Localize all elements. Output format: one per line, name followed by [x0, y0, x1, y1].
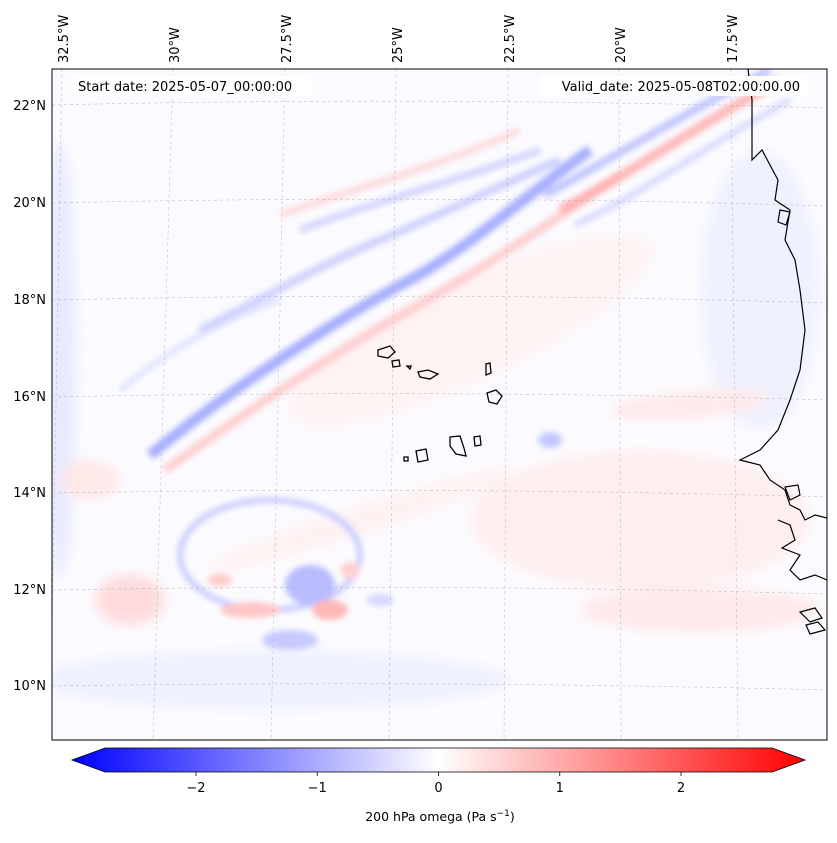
omega-turbulent-patch — [177, 432, 562, 650]
lon-label: 17.5°W — [726, 15, 741, 63]
colorbar-tick-label: 1 — [556, 781, 564, 796]
lat-labels: 22°N 20°N 18°N 16°N 14°N 12°N 10°N — [13, 99, 46, 694]
lat-label: 10°N — [13, 679, 46, 694]
omega-field — [52, 140, 820, 710]
coastline — [738, 69, 827, 635]
island-maio — [473, 435, 482, 447]
lat-label: 20°N — [13, 196, 46, 211]
lat-label: 12°N — [13, 583, 46, 598]
colorbar-label-text: 200 hPa omega (Pa s — [365, 809, 496, 824]
island-sao-nicolau — [417, 369, 440, 380]
cape-verde-islands — [377, 345, 503, 463]
valid-date-box — [540, 76, 808, 96]
colorbar-label-close: ) — [510, 809, 515, 824]
colorbar: −2 −1 0 1 2 200 hPa omega (Pa s−1) — [70, 747, 807, 824]
island-boa-vista — [486, 389, 503, 405]
omega-bands — [118, 69, 792, 474]
colorbar-label-exponent: −1 — [497, 809, 510, 819]
lat-label: 14°N — [13, 486, 46, 501]
lon-labels: 32.5°W 30°W 27.5°W 25°W 22.5°W 20°W 17.5… — [57, 15, 741, 63]
valid-date-label: Valid_date: 2025-05-08T02:00:00.00 — [562, 80, 800, 95]
island-brava — [403, 456, 409, 462]
colorbar-label: 200 hPa omega (Pa s−1) — [365, 809, 515, 824]
island-santiago — [449, 435, 467, 457]
island-sao-vicente — [391, 359, 401, 368]
start-date-label: Start date: 2025-05-07_00:00:00 — [78, 80, 292, 95]
colorbar-gradient — [70, 747, 807, 773]
island-santa-luzia — [405, 365, 412, 371]
colorbar-tick-label: −2 — [186, 781, 205, 796]
island-santo-antao — [377, 345, 396, 359]
lon-label: 22.5°W — [503, 15, 518, 63]
lat-label: 18°N — [13, 293, 46, 308]
lon-label: 30°W — [168, 27, 183, 63]
map-frame — [51, 68, 828, 741]
lon-label: 20°W — [614, 27, 629, 63]
colorbar-tick-label: −1 — [308, 781, 327, 796]
colorbar-tick-label: 2 — [677, 781, 685, 796]
lon-label: 27.5°W — [280, 15, 295, 63]
colorbar-ticks: −2 −1 0 1 2 — [186, 772, 685, 796]
lon-label: 25°W — [391, 27, 406, 63]
africa-coastline — [738, 69, 827, 521]
start-date-box — [72, 76, 312, 96]
graticule — [52, 69, 827, 740]
island-sal — [485, 362, 492, 376]
lat-label: 22°N — [13, 99, 46, 114]
island-fogo — [415, 448, 429, 463]
colorbar-tick-label: 0 — [434, 781, 442, 796]
lat-label: 16°N — [13, 390, 46, 405]
lon-label: 32.5°W — [57, 15, 72, 63]
map-panel: Start date: 2025-05-07_00:00:00 Valid_da… — [52, 69, 827, 740]
